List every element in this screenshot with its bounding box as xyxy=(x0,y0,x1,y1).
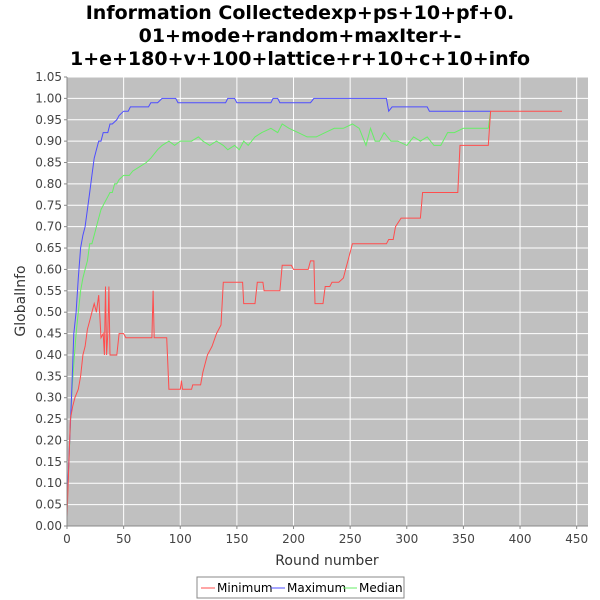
x-tick-label: 450 xyxy=(565,532,588,546)
chart-title-line-1: Information Collectedexp+ps+10+pf+0. xyxy=(85,2,515,24)
y-tick-label: 0.30 xyxy=(35,391,62,405)
y-tick-label: 0.05 xyxy=(35,498,62,512)
y-tick-label: 0.60 xyxy=(35,262,62,276)
chart-title-line-2: 01+mode+random+maxIter+- xyxy=(138,25,462,47)
x-tick-label: 100 xyxy=(169,532,192,546)
y-tick-label: 0.15 xyxy=(35,455,62,469)
chart-title-line-3: 1+e+180+v+100+lattice+r+10+c+10+info xyxy=(69,48,531,70)
y-gridlines xyxy=(67,76,588,527)
y-tick-label: 0.95 xyxy=(35,113,62,127)
y-tick-label: 0.70 xyxy=(35,220,62,234)
x-tick-label: 350 xyxy=(452,532,475,546)
y-axis-ticks: 0.00 0.05 0.10 0.15 0.20 0.25 0.30 0.35 0.40 0.45… xyxy=(35,70,67,533)
plot-area xyxy=(67,77,588,526)
series-line-median xyxy=(66,111,492,509)
y-tick-label: 0.85 xyxy=(35,156,62,170)
legend-label-maximum: Maximum xyxy=(287,581,346,595)
series-lines xyxy=(66,97,562,518)
chart-title: Information Collectedexp+ps+10+pf+0. 01+… xyxy=(0,2,600,71)
y-tick-label: 0.80 xyxy=(35,177,62,191)
legend-label-minimum: Minimum xyxy=(217,581,273,595)
legend: Minimum Maximum Median xyxy=(196,576,405,599)
y-axis-title: GlobalInfo xyxy=(13,265,29,336)
x-tick-label: 300 xyxy=(395,532,418,546)
y-tick-label: 0.90 xyxy=(35,134,62,148)
y-tick-label: 0.45 xyxy=(35,327,62,341)
y-tick-label: 0.55 xyxy=(35,284,62,298)
legend-box xyxy=(196,576,405,599)
y-tick-label: 0.40 xyxy=(35,348,62,362)
legend-label-median: Median xyxy=(359,581,403,595)
y-tick-label: 0.75 xyxy=(35,198,62,212)
series-line-minimum xyxy=(66,110,562,518)
x-tick-label: 250 xyxy=(339,532,362,546)
y-tick-label: 0.00 xyxy=(35,519,62,533)
x-tick-label: 400 xyxy=(509,532,532,546)
x-tick-label: 50 xyxy=(116,532,131,546)
x-axis-ticks: 0 50 100 150 200 250 300 350 400 450 xyxy=(63,526,588,546)
y-tick-label: 0.65 xyxy=(35,241,62,255)
y-tick-label: 0.50 xyxy=(35,305,62,319)
y-tick-label: 1.05 xyxy=(35,70,62,84)
x-tick-label: 150 xyxy=(225,532,248,546)
x-tick-label: 200 xyxy=(282,532,305,546)
y-tick-label: 0.25 xyxy=(35,412,62,426)
x-tick-label: 0 xyxy=(63,532,71,546)
x-axis-title: Round number xyxy=(275,553,379,569)
y-tick-label: 0.20 xyxy=(35,433,62,447)
y-tick-label: 0.10 xyxy=(35,476,62,490)
y-tick-label: 0.35 xyxy=(35,369,62,383)
y-tick-label: 1.00 xyxy=(35,91,62,105)
series-line-maximum xyxy=(66,97,491,505)
